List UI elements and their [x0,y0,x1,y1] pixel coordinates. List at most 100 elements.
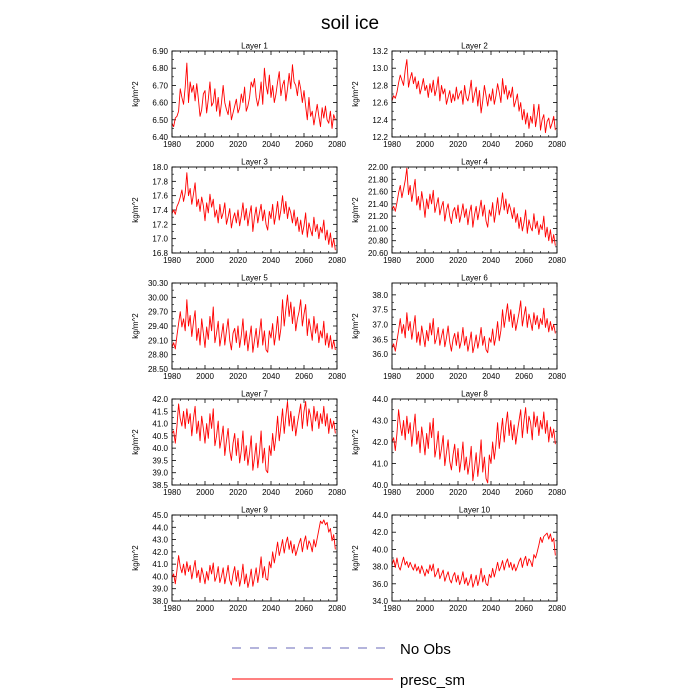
y-tick-label: 17.2 [152,220,168,229]
panel-title: Layer 7 [241,390,268,399]
plot-frame [171,398,338,486]
y-tick-label: 40.0 [372,545,388,554]
series-line-presc_sm [171,62,336,129]
x-tick-label: 2060 [515,372,533,381]
x-tick-label: 1980 [383,256,401,265]
y-tick-label: 44.0 [372,395,388,404]
x-tick-label: 1980 [163,372,181,381]
panel-title: Layer 1 [241,42,268,51]
x-tick-label: 2020 [229,488,247,497]
y-tick-label: 29.10 [148,336,169,345]
x-tick-label: 1980 [383,488,401,497]
y-tick-label: 42.0 [372,528,388,537]
y-tick-label: 43.0 [372,417,388,426]
x-tick-label: 2020 [449,256,467,265]
x-tick-label: 2060 [295,604,313,613]
x-tick-label: 2060 [515,488,533,497]
plot-frame [391,398,558,486]
y-tick-label: 41.0 [152,420,168,429]
plot-frame [391,514,558,602]
y-tick-label: 6.60 [152,99,168,108]
y-tick-label: 29.40 [148,322,169,331]
y-tick-label: 44.0 [152,523,168,532]
x-tick-label: 2080 [328,488,346,497]
y-axis-label: kg/m^2 [131,313,140,339]
x-tick-label: 2020 [229,140,247,149]
y-axis-label: kg/m^2 [351,545,360,571]
y-tick-label: 36.0 [372,580,388,589]
panel-title: Layer 4 [461,158,488,167]
y-tick-label: 17.0 [152,235,168,244]
chart-panel-4: Layer 4 kg/m^2 1980 2000 2020 2040 2060 2080 20.… [351,158,566,266]
series-line-presc_sm [391,300,556,354]
y-tick-label: 39.0 [152,585,168,594]
y-tick-label: 36.5 [372,335,388,344]
y-tick-label: 45.0 [152,511,168,520]
plot-frame [391,166,558,254]
x-tick-label: 2000 [196,140,214,149]
series-line-presc_sm [391,59,556,134]
y-tick-label: 28.50 [148,365,169,374]
chart-panel-9: Layer 9 kg/m^2 1980 2000 2020 2040 2060 2080 38.… [131,506,346,614]
y-tick-label: 12.8 [372,81,388,90]
y-tick-label: 41.0 [372,460,388,469]
y-tick-label: 21.40 [368,200,389,209]
x-tick-label: 1980 [163,140,181,149]
y-tick-label: 6.90 [152,47,168,56]
y-tick-label: 37.0 [372,321,388,330]
x-tick-label: 2000 [416,488,434,497]
series-line-presc_sm [391,407,556,484]
y-tick-label: 34.0 [372,597,388,606]
x-tick-label: 2020 [229,604,247,613]
y-tick-label: 13.2 [372,47,388,56]
x-tick-label: 1980 [383,372,401,381]
x-tick-label: 1980 [383,140,401,149]
y-tick-label: 6.70 [152,81,168,90]
x-tick-label: 2060 [295,256,313,265]
y-axis-label: kg/m^2 [351,429,360,455]
x-tick-label: 1980 [163,604,181,613]
y-tick-label: 38.0 [372,563,388,572]
y-tick-label: 41.5 [152,407,168,416]
y-tick-label: 40.0 [372,481,388,490]
y-tick-label: 36.0 [372,350,388,359]
x-tick-label: 2080 [328,140,346,149]
x-tick-label: 2080 [328,604,346,613]
x-tick-label: 2000 [196,488,214,497]
x-tick-label: 2000 [416,372,434,381]
y-tick-label: 42.0 [372,438,388,447]
series-line-presc_sm [171,401,336,474]
y-tick-label: 18.0 [152,163,168,172]
legend-label: No Obs [400,641,451,658]
x-tick-label: 2080 [548,604,566,613]
y-tick-label: 22.00 [368,163,389,172]
y-tick-label: 42.0 [152,395,168,404]
x-tick-label: 2060 [295,372,313,381]
plot-frame [391,50,558,138]
y-tick-label: 42.0 [152,548,168,557]
chart-panel-1: Layer 1 kg/m^2 1980 2000 2020 2040 2060 2080 6.4… [131,42,346,150]
chart-panel-8: Layer 8 kg/m^2 1980 2000 2020 2040 2060 2080 40.… [351,390,566,498]
plot-frame [171,514,338,602]
x-tick-label: 2040 [482,140,500,149]
chart-panel-5: Layer 5 kg/m^2 1980 2000 2020 2040 2060 2080 28.… [131,274,346,382]
y-tick-label: 37.5 [372,306,388,315]
plot-frame [171,166,338,254]
x-tick-label: 2060 [515,604,533,613]
x-tick-label: 2020 [229,256,247,265]
y-tick-label: 21.20 [368,212,389,221]
panel-title: Layer 10 [459,506,491,515]
y-tick-label: 21.00 [368,224,389,233]
x-tick-label: 2040 [482,604,500,613]
y-tick-label: 39.0 [152,469,168,478]
x-tick-label: 2040 [482,372,500,381]
y-tick-label: 6.40 [152,133,168,142]
x-tick-label: 2020 [449,140,467,149]
y-tick-label: 40.5 [152,432,168,441]
panels: Layer 1 kg/m^2 1980 2000 2020 2040 2060 2080 6.4… [131,42,566,614]
chart-panel-7: Layer 7 kg/m^2 1980 2000 2020 2040 2060 2080 38.… [131,390,346,498]
x-tick-label: 2000 [196,256,214,265]
legend-label: presc_sm [400,672,465,689]
y-tick-label: 28.80 [148,351,169,360]
